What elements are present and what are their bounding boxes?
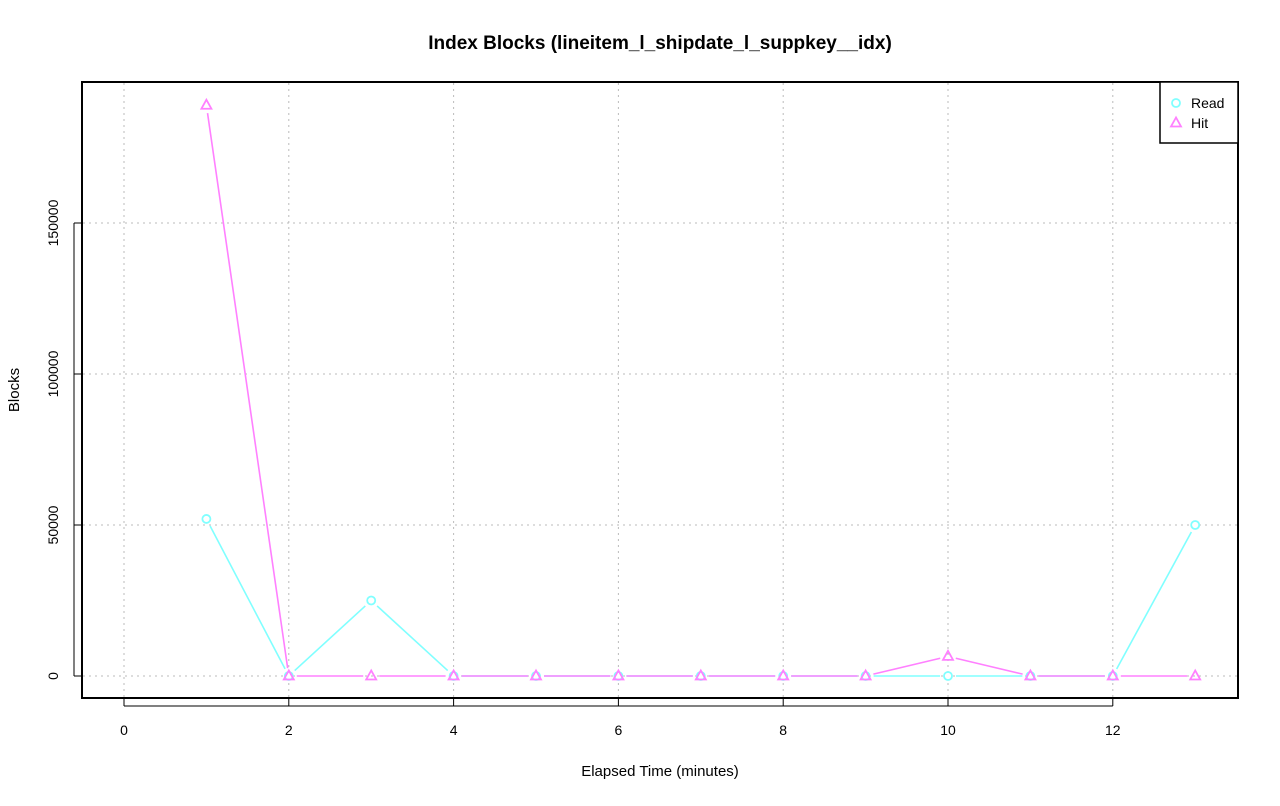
legend-box: [1159, 81, 1239, 144]
data-point: [447, 668, 461, 681]
data-point: [694, 668, 708, 681]
data-point: [611, 668, 625, 681]
y-tick-label: 0: [45, 672, 61, 680]
data-point: [859, 668, 873, 681]
legend: Read Hit: [1159, 81, 1239, 144]
x-tick-label: 4: [450, 722, 458, 738]
data-point: [201, 514, 212, 524]
series-segment: [206, 113, 289, 669]
data-point: [1169, 115, 1183, 128]
data-point: [776, 668, 790, 681]
data-point: [282, 668, 296, 681]
legend-label: Read: [1191, 95, 1224, 111]
series-segment: [209, 525, 286, 670]
data-point: [1171, 98, 1181, 108]
series-segment: [294, 605, 366, 672]
data-point: [199, 97, 213, 110]
series-segment: [873, 657, 941, 675]
series-hit: [199, 97, 1202, 681]
series-read: [201, 514, 1201, 681]
data-point: [1188, 668, 1202, 681]
legend-label: Hit: [1191, 115, 1208, 131]
x-tick-label: 2: [285, 722, 293, 738]
data-point: [1023, 668, 1037, 681]
x-tick-label: 8: [779, 722, 787, 738]
chart-title: Index Blocks (lineitem_l_shipdate_l_supp…: [428, 33, 892, 54]
data-point: [364, 668, 378, 681]
x-tick-label: 12: [1105, 722, 1121, 738]
data-point: [1190, 520, 1201, 530]
x-axis-label: Elapsed Time (minutes): [581, 763, 739, 780]
y-tick-label: 100000: [45, 350, 61, 397]
data-point: [366, 595, 377, 606]
series-segment: [376, 605, 449, 672]
y-axis-label: Blocks: [6, 368, 23, 412]
x-tick-label: 10: [940, 722, 956, 738]
y-tick-label: 150000: [45, 199, 61, 246]
data-point: [1106, 668, 1120, 681]
data-point: [529, 668, 543, 681]
data-point: [941, 649, 955, 661]
plot-frame: [81, 81, 1239, 699]
x-tick-label: 0: [120, 722, 128, 738]
y-tick-label: 50000: [45, 505, 61, 544]
data-point: [943, 671, 953, 681]
series-segment: [1115, 531, 1193, 670]
x-tick-label: 6: [615, 722, 623, 738]
series-segment: [955, 657, 1023, 675]
